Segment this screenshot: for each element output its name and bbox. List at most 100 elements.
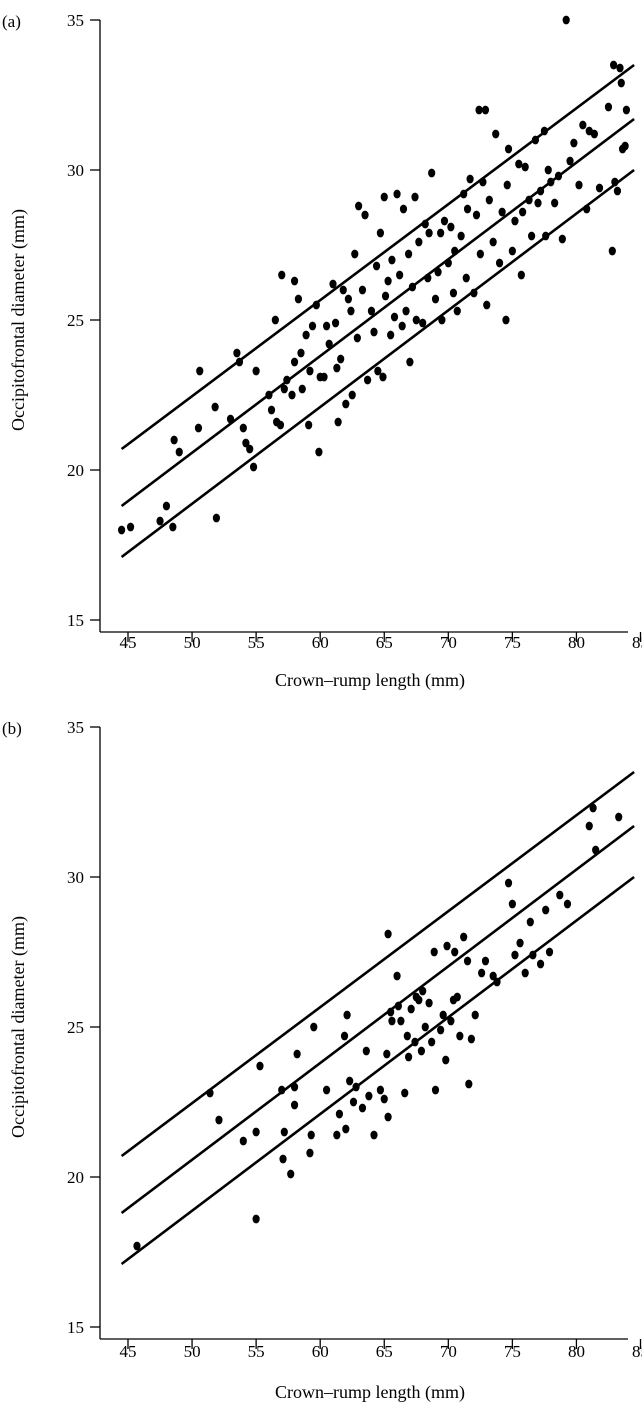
y-tick-label: 15	[67, 611, 84, 630]
upper-limit-line	[120, 770, 635, 1158]
data-point	[575, 180, 583, 190]
data-point	[508, 246, 516, 256]
data-point	[401, 1088, 409, 1098]
data-point	[447, 222, 455, 232]
x-tick-label: 45	[120, 1342, 137, 1361]
data-point	[294, 294, 303, 304]
data-point	[342, 1124, 350, 1134]
data-point	[365, 1091, 373, 1101]
y-tick-label: 35	[67, 11, 84, 30]
data-point	[447, 1016, 455, 1026]
y-tick-label: 30	[67, 161, 84, 180]
data-point	[287, 1169, 295, 1179]
data-point	[462, 273, 470, 283]
data-point	[611, 177, 619, 187]
data-point	[475, 105, 483, 115]
data-point	[348, 390, 356, 400]
data-point	[451, 947, 459, 957]
data-point	[290, 357, 299, 367]
data-point	[358, 1103, 367, 1113]
y-tick-label: 20	[67, 1168, 84, 1187]
data-point	[156, 516, 164, 526]
data-point	[408, 282, 417, 292]
x-axis-title: Crown–rump length (mm)	[275, 1382, 465, 1403]
data-point	[412, 315, 420, 325]
data-point	[511, 216, 519, 226]
data-point	[406, 357, 414, 367]
data-point	[526, 917, 534, 927]
data-point	[566, 156, 574, 166]
data-point	[465, 1079, 473, 1089]
data-point	[306, 366, 314, 376]
data-point	[451, 246, 459, 256]
data-point	[437, 1025, 445, 1035]
data-point	[342, 399, 350, 409]
data-point	[529, 950, 537, 960]
data-point	[579, 120, 587, 130]
data-point	[239, 1136, 247, 1146]
data-point	[126, 522, 135, 532]
data-point	[196, 366, 204, 376]
data-point	[428, 1037, 436, 1047]
data-point	[302, 330, 310, 340]
data-point	[271, 315, 279, 325]
data-point	[460, 189, 468, 199]
data-point	[278, 270, 286, 280]
data-point	[419, 986, 427, 996]
y-tick-label: 30	[67, 868, 84, 887]
data-point	[315, 447, 323, 457]
data-point	[508, 899, 516, 909]
data-point	[383, 1049, 391, 1059]
lower-limit-line	[120, 168, 635, 559]
data-point	[425, 228, 433, 238]
data-point	[437, 228, 445, 238]
data-point	[290, 1082, 299, 1092]
data-point	[343, 1010, 351, 1020]
data-point	[288, 390, 296, 400]
data-point	[194, 423, 203, 433]
data-point	[481, 956, 490, 966]
data-point	[322, 1085, 331, 1095]
data-point	[613, 186, 622, 196]
data-point	[424, 273, 432, 283]
x-tick-label: 55	[248, 1342, 265, 1361]
data-point	[485, 195, 493, 205]
x-axis-title: Crown–rump length (mm)	[275, 670, 465, 691]
x-tick-label: 50	[184, 1342, 201, 1361]
data-point	[608, 246, 616, 256]
data-point	[583, 204, 591, 214]
data-point	[595, 183, 604, 193]
data-point	[226, 414, 235, 424]
data-point	[239, 423, 247, 433]
data-point	[252, 366, 260, 376]
data-point	[362, 1046, 370, 1056]
data-point	[353, 333, 361, 343]
data-point	[463, 204, 472, 214]
data-point	[442, 1055, 450, 1065]
y-axis-title: Occipitofrontal diameter (mm)	[8, 916, 29, 1138]
x-tick-label: 75	[504, 1342, 521, 1361]
data-point	[421, 219, 429, 229]
data-point	[622, 105, 631, 115]
data-point	[381, 291, 390, 301]
y-tick-label: 25	[67, 1018, 84, 1037]
data-point	[511, 950, 519, 960]
data-point	[471, 1010, 479, 1020]
data-point	[358, 285, 367, 295]
data-point	[297, 348, 305, 358]
data-point	[404, 1052, 413, 1062]
data-point	[590, 129, 598, 139]
data-point	[298, 384, 306, 394]
data-point	[329, 279, 337, 289]
data-point	[404, 249, 413, 259]
data-point	[570, 138, 578, 148]
data-point	[440, 216, 449, 226]
data-point	[388, 255, 396, 265]
data-point	[551, 198, 559, 208]
data-point	[457, 231, 465, 241]
data-point	[492, 129, 500, 139]
data-point	[233, 348, 241, 358]
data-point	[283, 375, 291, 385]
data-point	[527, 231, 536, 241]
data-point	[479, 177, 487, 187]
